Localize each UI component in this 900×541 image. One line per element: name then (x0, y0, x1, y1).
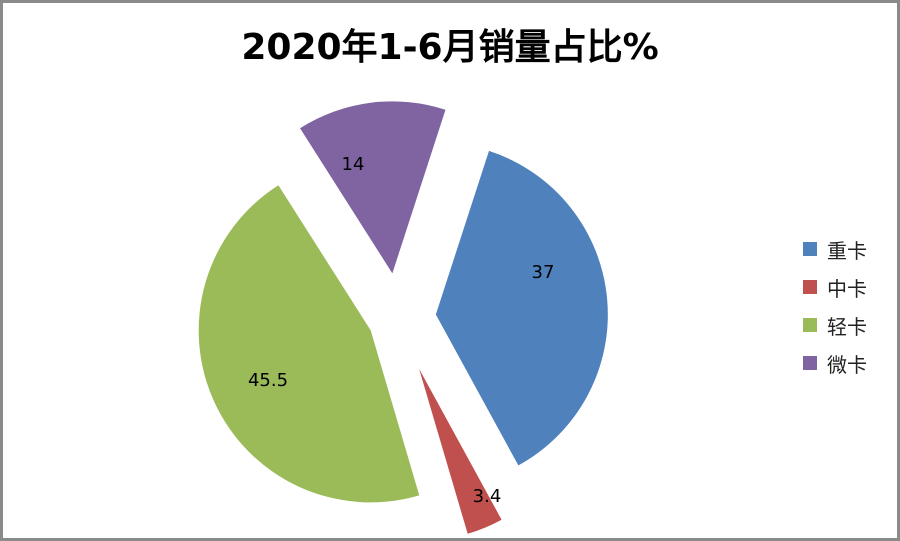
data-label: 14 (342, 154, 365, 175)
data-label: 45.5 (248, 370, 288, 391)
slice-light-truck (198, 185, 420, 503)
legend-item-mini: 微卡 (803, 344, 867, 382)
legend-label: 微卡 (827, 352, 867, 377)
slice-medium-truck (419, 368, 502, 534)
legend-swatch (803, 280, 817, 294)
slice-heavy-truck (435, 150, 608, 466)
legend-label: 中卡 (827, 276, 867, 301)
chart-title: 2020年1-6月销量占比% (241, 27, 659, 68)
legend-swatch (803, 242, 817, 256)
slice-mini-truck (300, 101, 446, 274)
data-label: 37 (532, 262, 555, 283)
legend: 重卡 中卡 轻卡 微卡 (803, 230, 867, 382)
legend-item-heavy: 重卡 (803, 230, 867, 268)
legend-swatch (803, 318, 817, 332)
legend-swatch (803, 356, 817, 370)
legend-label: 重卡 (827, 238, 867, 263)
data-label: 3.4 (473, 486, 502, 507)
legend-item-medium: 中卡 (803, 268, 867, 306)
legend-label: 轻卡 (827, 314, 867, 339)
legend-item-light: 轻卡 (803, 306, 867, 344)
